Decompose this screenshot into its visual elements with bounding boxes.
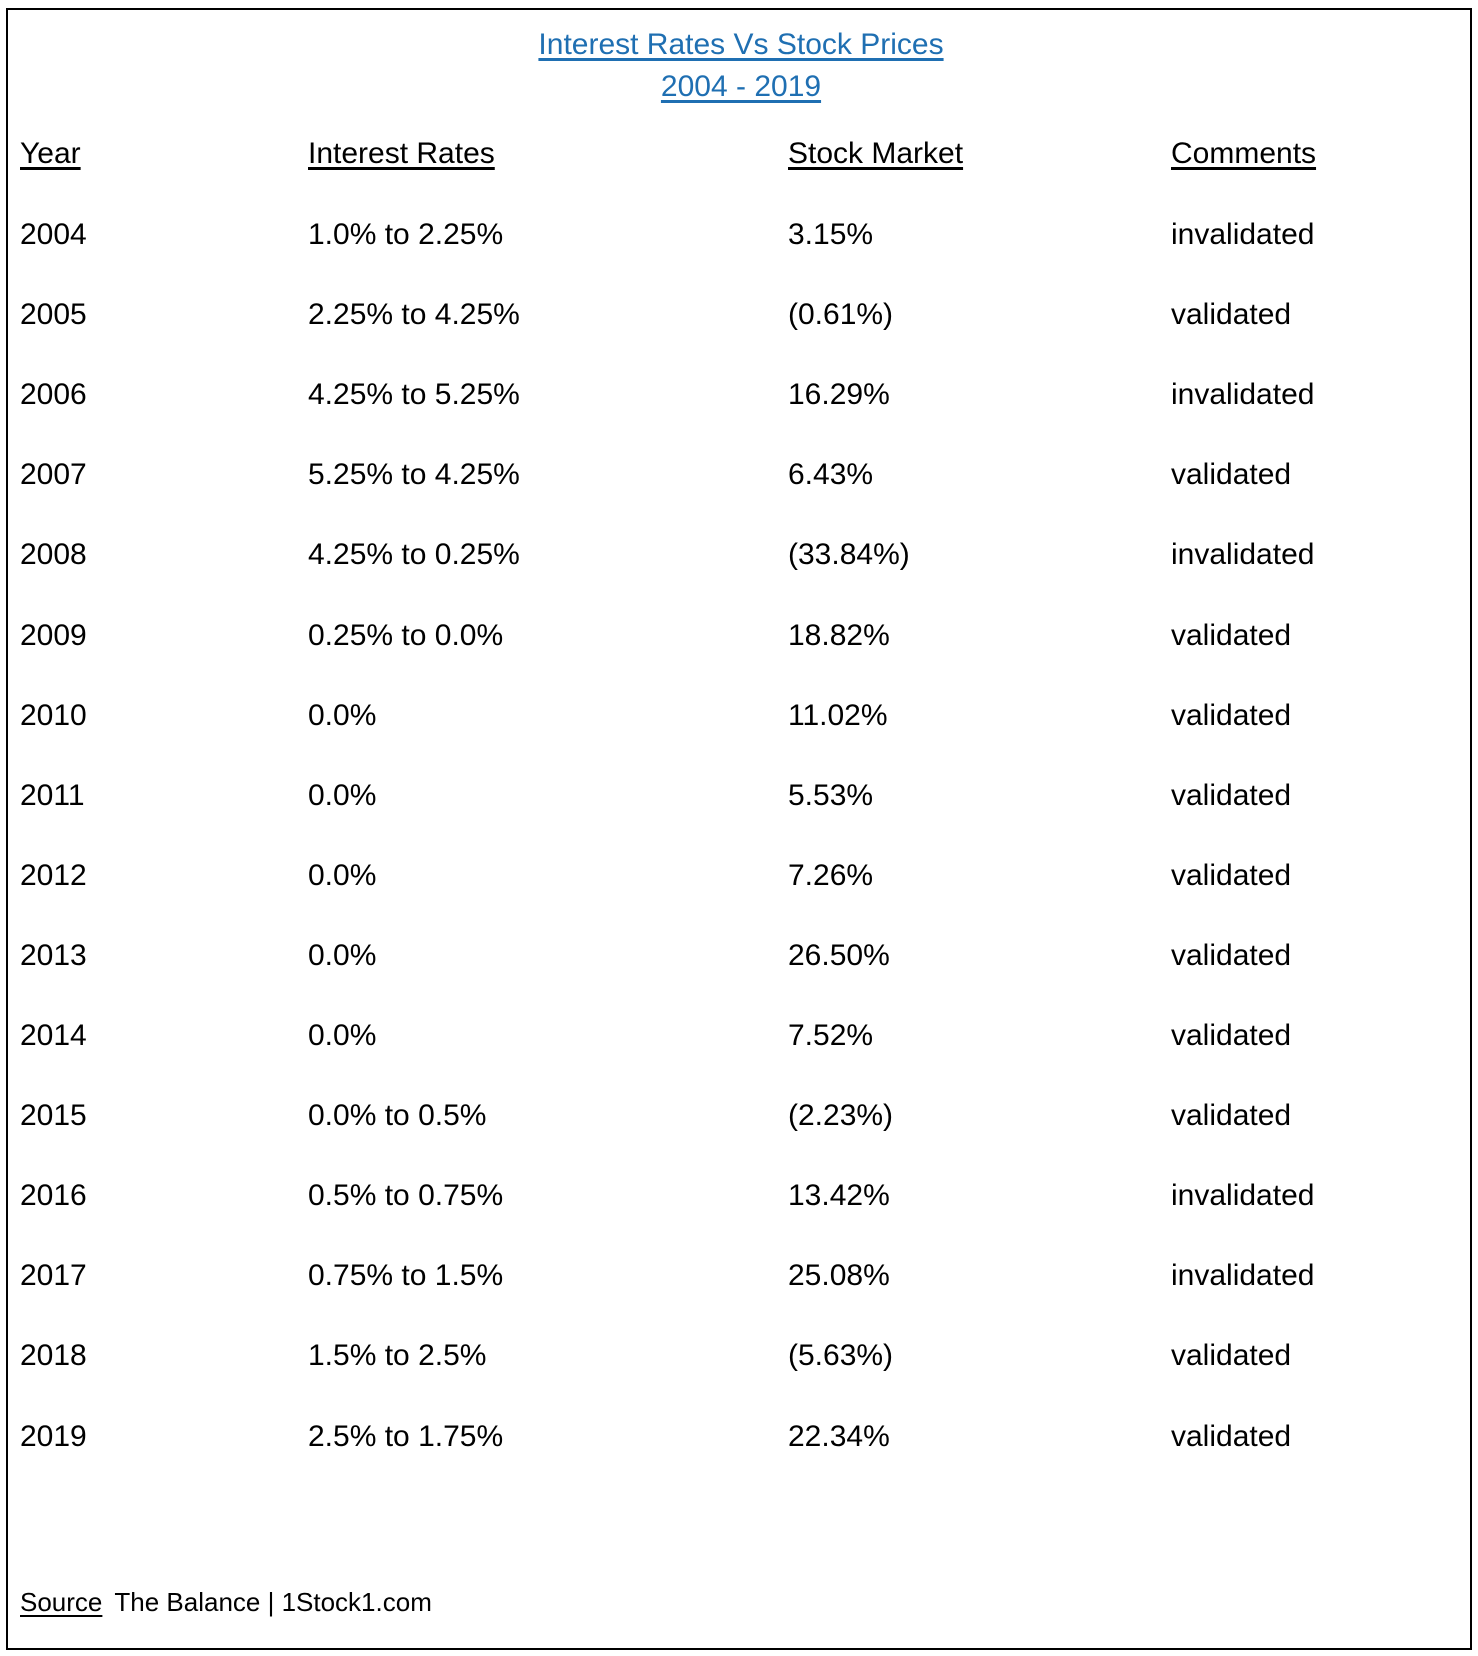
header-comments: Comments bbox=[1171, 137, 1317, 170]
cell-stock-market: 25.08% bbox=[788, 1259, 890, 1293]
cell-year: 2015 bbox=[20, 1099, 87, 1133]
cell-interest-rates: 0.0% bbox=[308, 698, 377, 732]
cell-comment: validated bbox=[1171, 698, 1292, 732]
cell-stock-market: 16.29% bbox=[788, 378, 890, 412]
cell-comment: validated bbox=[1171, 1419, 1292, 1453]
cell-comment: validated bbox=[1171, 1339, 1292, 1373]
cell-year: 2016 bbox=[20, 1179, 87, 1213]
cell-year: 2010 bbox=[20, 698, 87, 732]
cell-interest-rates: 2.25% to 4.25% bbox=[308, 298, 520, 332]
source-line: Source The Balance | 1Stock1.com bbox=[20, 1582, 432, 1622]
cell-year: 2011 bbox=[20, 778, 85, 812]
cell-year: 2019 bbox=[20, 1419, 87, 1453]
cell-comment: validated bbox=[1171, 938, 1292, 972]
cell-year: 2013 bbox=[20, 938, 87, 972]
table-row: 2007 5.25% to 4.25% 6.43% validated bbox=[8, 453, 1474, 497]
cell-interest-rates: 0.75% to 1.5% bbox=[308, 1259, 504, 1293]
page-title: Interest Rates Vs Stock Prices bbox=[538, 28, 944, 61]
cell-year: 2014 bbox=[20, 1019, 87, 1052]
cell-interest-rates: 0.0% to 0.5% bbox=[308, 1099, 487, 1133]
cell-comment: validated bbox=[1171, 618, 1292, 652]
header-year: Year bbox=[20, 137, 81, 170]
cell-interest-rates: 1.0% to 2.25% bbox=[308, 218, 504, 251]
source-text: The Balance | 1Stock1.com bbox=[114, 1587, 432, 1617]
table-row: 2008 4.25% to 0.25% (33.84%) invalidated bbox=[8, 533, 1474, 577]
source-label: Source bbox=[20, 1587, 103, 1617]
cell-stock-market: 26.50% bbox=[788, 938, 890, 972]
cell-stock-market: 7.52% bbox=[788, 1019, 874, 1052]
cell-year: 2004 bbox=[20, 218, 87, 251]
cell-comment: invalidated bbox=[1171, 218, 1315, 251]
cell-comment: validated bbox=[1171, 778, 1292, 812]
cell-interest-rates: 0.0% bbox=[308, 938, 377, 972]
cell-year: 2008 bbox=[20, 538, 87, 572]
table-header-row: Year Interest Rates Stock Market Comment… bbox=[8, 132, 1474, 176]
table-row: 2014 0.0% 7.52% validated bbox=[8, 1014, 1474, 1058]
table-row: 2019 2.5% to 1.75% 22.34% validated bbox=[8, 1415, 1474, 1459]
cell-stock-market: (33.84%) bbox=[788, 538, 910, 572]
cell-stock-market: 3.15% bbox=[788, 218, 874, 251]
cell-year: 2018 bbox=[20, 1339, 87, 1373]
cell-interest-rates: 0.0% bbox=[308, 858, 377, 892]
table-row: 2018 1.5% to 2.5% (5.63%) validated bbox=[8, 1334, 1474, 1378]
table-row: 2017 0.75% to 1.5% 25.08% invalidated bbox=[8, 1254, 1474, 1298]
cell-comment: validated bbox=[1171, 298, 1292, 332]
title-block: Interest Rates Vs Stock Prices 2004 - 20… bbox=[8, 24, 1474, 108]
table-row: 2011 0.0% 5.53% validated bbox=[8, 774, 1474, 818]
cell-comment: validated bbox=[1171, 858, 1292, 892]
cell-stock-market: (0.61%) bbox=[788, 298, 894, 332]
cell-interest-rates: 5.25% to 4.25% bbox=[308, 458, 520, 492]
cell-interest-rates: 0.5% to 0.75% bbox=[308, 1179, 504, 1213]
cell-stock-market: (5.63%) bbox=[788, 1339, 894, 1373]
cell-comment: validated bbox=[1171, 458, 1292, 492]
cell-comment: validated bbox=[1171, 1099, 1292, 1133]
cell-stock-market: 7.26% bbox=[788, 858, 874, 892]
table-row: 2006 4.25% to 5.25% 16.29% invalidated bbox=[8, 373, 1474, 417]
cell-stock-market: 22.34% bbox=[788, 1419, 890, 1453]
cell-stock-market: 13.42% bbox=[788, 1179, 890, 1213]
cell-comment: invalidated bbox=[1171, 1259, 1315, 1293]
cell-stock-market: 11.02% bbox=[788, 698, 888, 732]
cell-comment: validated bbox=[1171, 1019, 1292, 1052]
cell-interest-rates: 2.5% to 1.75% bbox=[308, 1419, 504, 1453]
table-row: 2016 0.5% to 0.75% 13.42% invalidated bbox=[8, 1174, 1474, 1218]
cell-year: 2017 bbox=[20, 1259, 87, 1293]
cell-interest-rates: 0.25% to 0.0% bbox=[308, 618, 504, 652]
table-row: 2005 2.25% to 4.25% (0.61%) validated bbox=[8, 293, 1474, 337]
table-row: 2013 0.0% 26.50% validated bbox=[8, 934, 1474, 978]
cell-year: 2006 bbox=[20, 378, 87, 412]
cell-comment: invalidated bbox=[1171, 1179, 1315, 1213]
cell-year: 2007 bbox=[20, 458, 87, 492]
table-row: 2012 0.0% 7.26% validated bbox=[8, 854, 1474, 898]
table-row: 2004 1.0% to 2.25% 3.15% invalidated bbox=[8, 213, 1474, 257]
cell-interest-rates: 4.25% to 0.25% bbox=[308, 538, 520, 572]
cell-comment: invalidated bbox=[1171, 378, 1315, 412]
cell-interest-rates: 4.25% to 5.25% bbox=[308, 378, 520, 412]
header-interest-rates: Interest Rates bbox=[308, 137, 495, 170]
cell-stock-market: 5.53% bbox=[788, 778, 874, 812]
cell-year: 2005 bbox=[20, 298, 87, 332]
cell-stock-market: 6.43% bbox=[788, 458, 874, 492]
cell-interest-rates: 0.0% bbox=[308, 1019, 377, 1052]
cell-comment: invalidated bbox=[1171, 538, 1315, 572]
document-frame: Interest Rates Vs Stock Prices 2004 - 20… bbox=[6, 8, 1472, 1650]
cell-year: 2009 bbox=[20, 618, 87, 652]
cell-stock-market: (2.23%) bbox=[788, 1099, 894, 1133]
cell-stock-market: 18.82% bbox=[788, 618, 890, 652]
cell-interest-rates: 1.5% to 2.5% bbox=[308, 1339, 487, 1373]
page-subtitle-years: 2004 - 2019 bbox=[660, 70, 822, 103]
table-row: 2010 0.0% 11.02% validated bbox=[8, 694, 1474, 738]
header-stock-market: Stock Market bbox=[788, 137, 964, 170]
table-row: 2009 0.25% to 0.0% 18.82% validated bbox=[8, 614, 1474, 658]
cell-year: 2012 bbox=[20, 858, 87, 892]
cell-interest-rates: 0.0% bbox=[308, 778, 377, 812]
table-row: 2015 0.0% to 0.5% (2.23%) validated bbox=[8, 1094, 1474, 1138]
